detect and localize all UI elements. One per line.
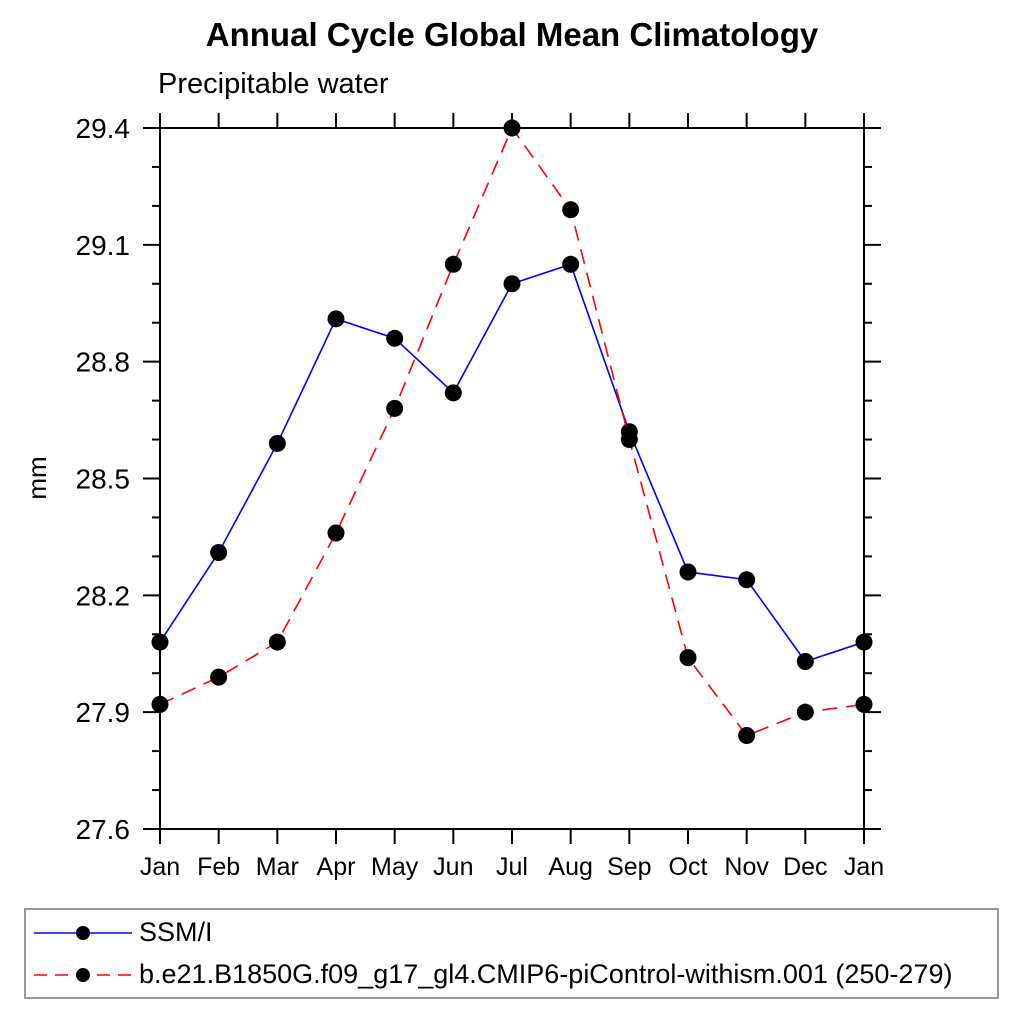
legend-label-model: b.e21.B1850G.f09_g17_gl4.CMIP6-piControl…	[139, 959, 953, 989]
x-tick-label: Dec	[783, 853, 827, 881]
legend-marker-icon	[76, 925, 90, 940]
y-tick-label: 29.4	[76, 113, 131, 144]
y-tick-label: 28.2	[76, 580, 131, 611]
x-tick-label: Jul	[496, 853, 528, 881]
y-tick-label: 27.9	[76, 697, 131, 728]
data-point-marker	[562, 255, 580, 273]
x-tick-label: Jan	[140, 853, 180, 881]
data-point-marker	[738, 571, 756, 589]
x-axis: Jan Feb Mar Apr May Jun Jul Aug Sep Oct Nov Dec Jan	[140, 113, 884, 881]
y-tick-label: 29.1	[76, 230, 131, 261]
data-point-marker	[151, 695, 169, 713]
series-model	[151, 119, 873, 745]
data-point-marker	[503, 119, 521, 137]
data-point-marker	[268, 434, 286, 452]
data-point-marker	[386, 329, 404, 347]
data-point-marker	[620, 431, 638, 449]
y-axis-unit-label: mm	[22, 456, 52, 499]
data-point-marker	[796, 653, 814, 671]
data-point-marker	[444, 384, 462, 402]
legend-swatch-dashed-line	[34, 967, 132, 982]
y-tick-label: 28.5	[76, 464, 131, 495]
data-point-marker	[855, 695, 873, 713]
x-tick-label: Feb	[197, 853, 240, 881]
x-tick-label: Jan	[844, 853, 884, 881]
chart-subtitle: Precipitable water	[158, 68, 389, 100]
data-point-marker	[503, 275, 521, 293]
chart-title: Annual Cycle Global Mean Climatology	[205, 16, 819, 53]
data-point-marker	[386, 399, 404, 417]
data-point-marker	[679, 563, 697, 581]
data-point-marker	[679, 649, 697, 667]
data-point-marker	[327, 524, 345, 542]
data-point-marker	[562, 201, 580, 219]
x-tick-label: Apr	[317, 853, 356, 881]
series-ssmi	[151, 255, 873, 671]
data-point-marker	[210, 543, 228, 561]
y-tick-label: 28.8	[76, 347, 131, 378]
data-point-marker	[268, 633, 286, 651]
x-tick-label: Mar	[256, 853, 299, 881]
data-point-marker	[796, 703, 814, 721]
x-tick-label: Aug	[548, 853, 592, 881]
data-point-marker	[151, 633, 169, 651]
legend-item-ssmi: SSM/I	[30, 916, 997, 950]
data-point-marker	[327, 310, 345, 328]
x-tick-label: Oct	[669, 853, 708, 881]
data-point-marker	[210, 668, 228, 686]
plot-frame	[159, 127, 865, 830]
legend-swatch-solid-line	[34, 925, 132, 940]
data-point-marker	[444, 255, 462, 273]
data-point-marker	[738, 727, 756, 745]
x-tick-label: Jun	[433, 853, 473, 881]
data-point-marker	[855, 633, 873, 651]
legend: SSM/I b.e21.B1850G.f09_g17_gl4.CMIP6-piC…	[24, 908, 999, 999]
y-axis: 27.6 27.9 28.2 28.5 28.8 29.1 29.4	[76, 113, 881, 845]
legend-marker-icon	[76, 967, 90, 982]
y-tick-label: 27.6	[76, 814, 131, 845]
x-tick-label: Sep	[607, 853, 651, 881]
x-tick-label: May	[371, 853, 419, 881]
x-tick-label: Nov	[724, 853, 769, 881]
legend-label-ssmi: SSM/I	[139, 917, 213, 947]
legend-item-model: b.e21.B1850G.f09_g17_gl4.CMIP6-piControl…	[30, 958, 997, 992]
